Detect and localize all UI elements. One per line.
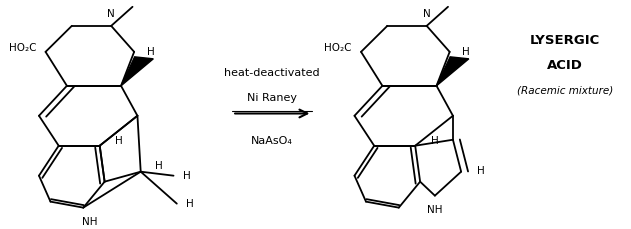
- Text: Ni Raney: Ni Raney: [247, 93, 297, 103]
- Polygon shape: [121, 57, 153, 86]
- Text: H: H: [183, 171, 191, 181]
- Text: HO₂C: HO₂C: [324, 44, 351, 53]
- Text: NH: NH: [427, 205, 442, 215]
- Text: H: H: [155, 161, 162, 171]
- Text: H: H: [463, 47, 470, 57]
- Text: NaAsO₄: NaAsO₄: [251, 136, 293, 146]
- Text: ACID: ACID: [547, 59, 582, 72]
- Text: (Racemic mixture): (Racemic mixture): [517, 86, 613, 96]
- Text: LYSERGIC: LYSERGIC: [529, 34, 600, 47]
- Text: heat-deactivated: heat-deactivated: [225, 68, 320, 78]
- Text: HO₂C: HO₂C: [9, 44, 36, 53]
- Text: N: N: [107, 9, 115, 19]
- Text: H: H: [186, 199, 194, 209]
- Text: H: H: [477, 166, 485, 176]
- Text: H: H: [115, 136, 123, 146]
- Text: NH: NH: [82, 217, 97, 227]
- Text: H: H: [431, 136, 439, 146]
- Polygon shape: [437, 57, 469, 86]
- Text: N: N: [423, 9, 430, 19]
- Text: H: H: [147, 47, 155, 57]
